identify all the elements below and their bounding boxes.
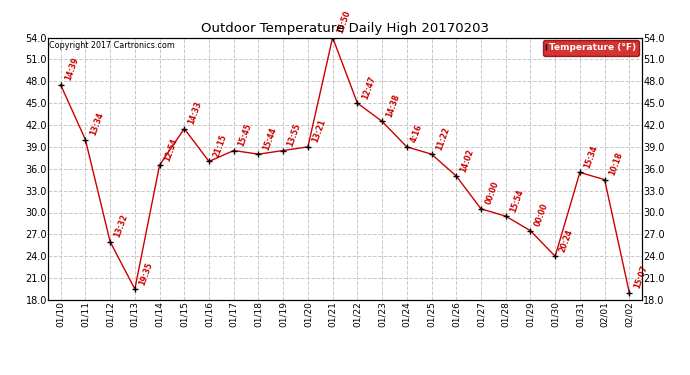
Text: 15:07: 15:07 [632,264,649,290]
Text: 13:55: 13:55 [286,122,303,148]
Text: 14:39: 14:39 [63,56,80,82]
Text: 12:54: 12:54 [162,137,179,162]
Text: 00:00: 00:00 [484,180,500,206]
Text: 21:15: 21:15 [212,133,228,159]
Text: 4:16: 4:16 [410,123,424,144]
Text: 15:34: 15:34 [582,144,600,170]
Text: 00:00: 00:00 [533,202,550,228]
Text: 13:34: 13:34 [88,111,105,137]
Text: 19:35: 19:35 [137,261,155,286]
Legend: Temperature (°F): Temperature (°F) [543,40,639,56]
Text: 12:47: 12:47 [360,75,377,100]
Text: Copyright 2017 Cartronics.com: Copyright 2017 Cartronics.com [50,42,175,51]
Text: 15:50: 15:50 [335,9,352,35]
Text: 11:22: 11:22 [434,126,451,152]
Text: 15:44: 15:44 [262,126,278,152]
Text: 13:32: 13:32 [113,213,130,239]
Text: 20:24: 20:24 [558,228,575,254]
Text: 15:54: 15:54 [509,188,525,213]
Text: 14:33: 14:33 [187,100,204,126]
Text: 15:45: 15:45 [237,122,253,148]
Text: 14:38: 14:38 [385,93,402,118]
Text: 10:18: 10:18 [607,151,624,177]
Title: Outdoor Temperature Daily High 20170203: Outdoor Temperature Daily High 20170203 [201,22,489,35]
Text: 13:21: 13:21 [310,118,327,144]
Text: 14:02: 14:02 [459,147,475,173]
